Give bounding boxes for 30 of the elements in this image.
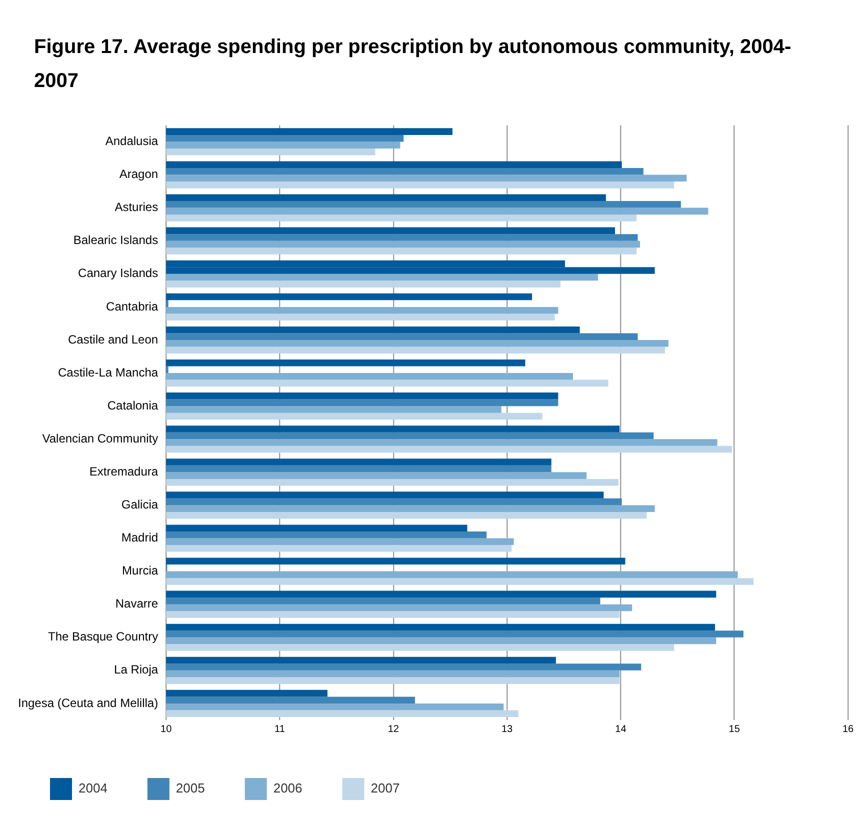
x-tick-label: 10: [160, 724, 172, 735]
x-tick-label: 11: [274, 724, 286, 735]
x-tick-label: 13: [501, 724, 514, 735]
legend-label: 2004: [78, 780, 108, 796]
legend-label: 2005: [176, 780, 205, 796]
legend-label: 2007: [370, 780, 400, 796]
y-tick-label: Galicia: [121, 498, 158, 512]
y-tick-label: Balearic Islands: [73, 233, 158, 248]
y-tick-label: Madrid: [121, 530, 158, 545]
y-tick-label: Andalusia: [105, 134, 158, 148]
y-tick-label: Cantabria: [106, 299, 158, 314]
y-tick-label: Extremadura: [89, 464, 158, 478]
x-tick-label: 15: [728, 724, 740, 735]
y-tick-label: Navarre: [115, 596, 158, 611]
y-tick-label: Asturies: [114, 200, 158, 214]
y-tick-label: Murcia: [122, 564, 158, 578]
y-tick-label: Canary Islands: [78, 266, 158, 280]
chart-title: Figure 17. Average spending per prescription by autonomous community, 2004-2007: [34, 35, 792, 94]
y-tick-label: The Basque Country: [48, 630, 158, 644]
y-tick-label: Castile-La Mancha: [58, 365, 158, 380]
x-tick-label: 16: [842, 724, 854, 735]
y-tick-label: Aragon: [119, 167, 158, 182]
x-tick-label: 12: [388, 724, 400, 735]
y-tick-label: La Rioja: [114, 662, 158, 677]
y-tick-label: Catalonia: [107, 398, 158, 412]
y-tick-label: Ingesa (Ceuta and Melilla): [18, 696, 158, 710]
legend-label: 2006: [273, 780, 302, 796]
y-tick-label: Valencian Community: [42, 431, 158, 446]
y-tick-label: Castile and Leon: [68, 332, 158, 346]
x-tick-label: 14: [615, 724, 627, 735]
